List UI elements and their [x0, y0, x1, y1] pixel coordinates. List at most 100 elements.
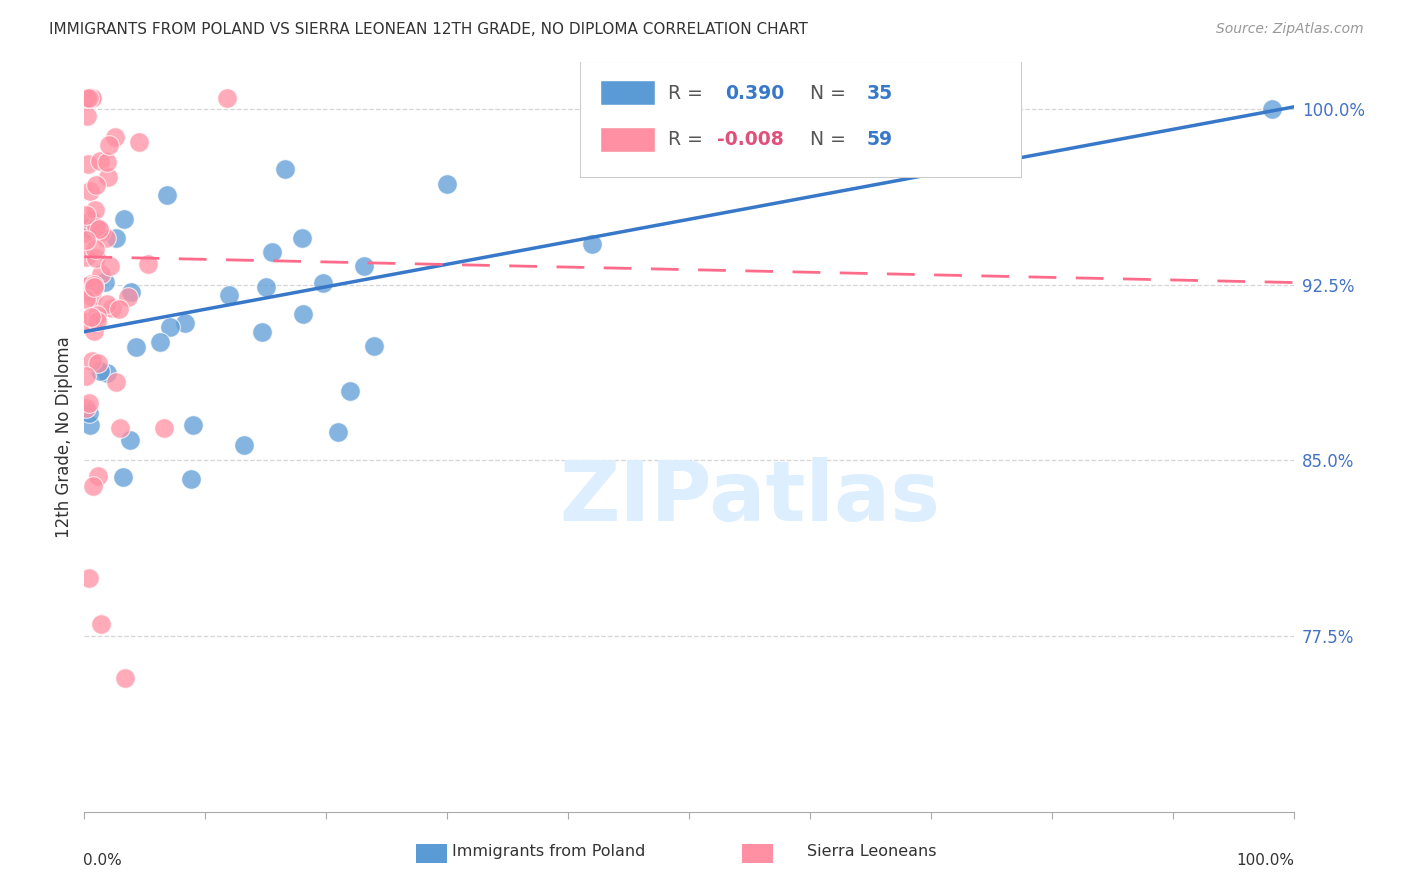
- Point: [96, 366, 118, 380]
- Point: [101, 301, 124, 315]
- Point: [84, 243, 107, 257]
- Point: [581, 236, 603, 251]
- FancyBboxPatch shape: [581, 61, 1022, 178]
- Point: [108, 420, 131, 434]
- Point: [80, 290, 103, 304]
- Point: [89, 222, 111, 236]
- Point: [75, 208, 97, 222]
- Text: -0.008: -0.008: [717, 130, 783, 149]
- Point: [80, 90, 103, 104]
- Point: [363, 339, 385, 353]
- Point: [79, 184, 101, 198]
- Point: [105, 231, 128, 245]
- Point: [75, 315, 97, 329]
- Point: [89, 364, 111, 378]
- Text: R =: R =: [668, 84, 709, 103]
- Point: [75, 250, 97, 264]
- Point: [77, 90, 100, 104]
- Point: [291, 307, 314, 321]
- Text: 0.0%: 0.0%: [83, 853, 122, 868]
- Text: Immigrants from Poland: Immigrants from Poland: [451, 845, 645, 859]
- Point: [82, 479, 104, 493]
- Y-axis label: 12th Grade, No Diploma: 12th Grade, No Diploma: [55, 336, 73, 538]
- Point: [87, 355, 110, 369]
- Point: [83, 278, 105, 293]
- Point: [90, 225, 112, 239]
- Text: N =: N =: [810, 130, 852, 149]
- Point: [84, 178, 107, 192]
- Point: [84, 251, 107, 265]
- Point: [77, 406, 100, 420]
- Point: [75, 292, 97, 306]
- Point: [75, 233, 97, 247]
- Point: [181, 417, 204, 432]
- Point: [76, 90, 98, 104]
- Point: [174, 316, 197, 330]
- Point: [125, 340, 148, 354]
- Text: N =: N =: [810, 84, 852, 103]
- Point: [94, 231, 117, 245]
- Point: [107, 302, 129, 317]
- Point: [90, 267, 112, 281]
- Point: [218, 288, 240, 302]
- Point: [254, 280, 277, 294]
- Point: [105, 376, 128, 390]
- Point: [86, 314, 108, 328]
- Point: [260, 244, 283, 259]
- Point: [96, 155, 118, 169]
- Point: [77, 157, 100, 171]
- Point: [180, 472, 202, 486]
- Point: [120, 433, 142, 447]
- Point: [87, 469, 110, 483]
- Point: [97, 170, 120, 185]
- Point: [112, 211, 135, 226]
- Point: [117, 290, 139, 304]
- Point: [83, 203, 105, 218]
- Point: [86, 308, 108, 322]
- Point: [149, 334, 172, 349]
- Point: [1261, 102, 1284, 116]
- Point: [120, 285, 142, 299]
- Text: ZIPatlas: ZIPatlas: [560, 457, 939, 538]
- Point: [233, 438, 256, 452]
- Point: [80, 277, 103, 292]
- Point: [77, 395, 100, 409]
- Point: [79, 417, 101, 432]
- Point: [252, 325, 274, 339]
- Point: [94, 275, 117, 289]
- Text: 0.390: 0.390: [725, 84, 785, 103]
- Point: [77, 571, 100, 585]
- Text: R =: R =: [668, 130, 709, 149]
- Point: [76, 90, 98, 104]
- Text: 35: 35: [866, 84, 893, 103]
- Point: [155, 188, 177, 202]
- Point: [98, 259, 121, 273]
- Text: IMMIGRANTS FROM POLAND VS SIERRA LEONEAN 12TH GRADE, NO DIPLOMA CORRELATION CHAR: IMMIGRANTS FROM POLAND VS SIERRA LEONEAN…: [49, 22, 808, 37]
- Point: [291, 231, 314, 245]
- Point: [84, 220, 107, 235]
- Point: [75, 369, 97, 384]
- Point: [153, 421, 176, 435]
- Point: [82, 90, 104, 104]
- Point: [274, 162, 297, 177]
- Point: [75, 401, 97, 416]
- FancyBboxPatch shape: [600, 128, 655, 152]
- Point: [215, 90, 238, 104]
- Text: 100.0%: 100.0%: [1237, 853, 1295, 868]
- Point: [83, 280, 105, 294]
- Point: [98, 138, 121, 153]
- Text: Source: ZipAtlas.com: Source: ZipAtlas.com: [1216, 22, 1364, 37]
- Text: Sierra Leoneans: Sierra Leoneans: [807, 845, 936, 859]
- Point: [128, 135, 150, 149]
- Point: [104, 129, 127, 144]
- Point: [90, 617, 112, 632]
- Text: 59: 59: [866, 130, 893, 149]
- Point: [79, 212, 101, 227]
- Point: [76, 221, 98, 235]
- Point: [339, 384, 361, 399]
- Point: [312, 276, 335, 290]
- Point: [136, 258, 159, 272]
- Point: [76, 279, 98, 293]
- Point: [114, 671, 136, 685]
- Point: [436, 177, 458, 191]
